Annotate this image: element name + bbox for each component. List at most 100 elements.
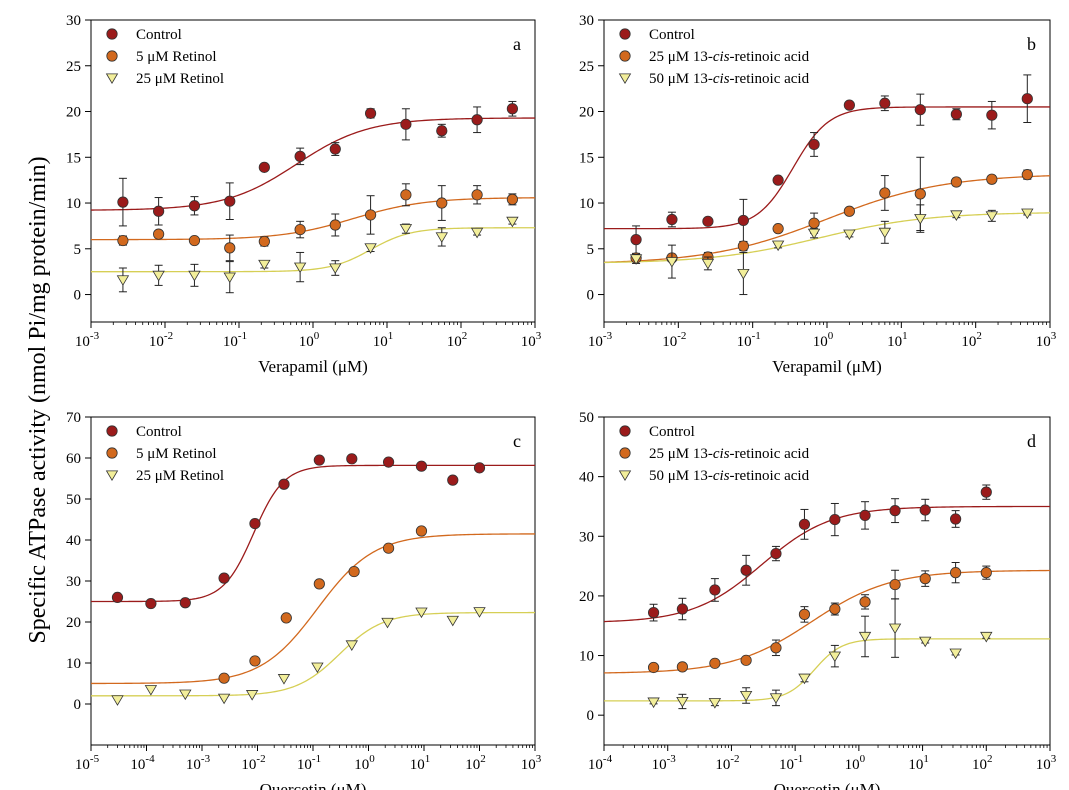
data-point bbox=[436, 125, 448, 137]
fit-curve bbox=[604, 106, 1050, 230]
data-point bbox=[224, 195, 236, 207]
data-point bbox=[400, 118, 412, 130]
fit-curve bbox=[603, 505, 1050, 623]
data-point bbox=[858, 631, 872, 643]
y-tick-label: 10 bbox=[66, 196, 81, 212]
data-point bbox=[629, 254, 643, 265]
fit-curve bbox=[90, 117, 535, 211]
data-point bbox=[647, 697, 660, 709]
y-tick-label: 20 bbox=[66, 615, 81, 631]
panel-label: b bbox=[1027, 34, 1036, 54]
x-tick-label: 10-2 bbox=[241, 753, 265, 773]
data-point bbox=[435, 232, 448, 243]
x-axis-label: Quercetin (μM) bbox=[260, 780, 367, 790]
y-tick-label: 10 bbox=[579, 196, 594, 212]
x-tick-label: 102 bbox=[961, 330, 982, 350]
legend-label: Control bbox=[649, 27, 695, 43]
data-point bbox=[888, 623, 902, 635]
legend-marker bbox=[106, 447, 118, 459]
data-point bbox=[364, 107, 377, 119]
panel-label: d bbox=[1027, 431, 1036, 451]
x-tick-label: 10-1 bbox=[223, 330, 247, 350]
x-tick-label: 10-1 bbox=[297, 753, 321, 773]
chart-panel-c: 0 10 20 30 40 50 60 70 10-5 10-4 10-3 10-2 10-1 100 10… bbox=[66, 410, 542, 790]
data-point bbox=[676, 696, 689, 708]
data-point bbox=[772, 223, 784, 235]
data-point bbox=[415, 525, 428, 537]
data-point bbox=[798, 673, 811, 685]
chart-panel-d: 0 10 20 30 40 50 10-4 10-3 10-2 10-1 100 101 102 103 Q… bbox=[579, 410, 1057, 790]
data-point bbox=[399, 224, 413, 235]
chart-panel-a: 0 5 10 15 20 25 30 10-3 10-2 10-1 100 101 102 103 Vera… bbox=[66, 13, 542, 376]
data-point bbox=[294, 150, 306, 162]
x-tick-label: 10-4 bbox=[588, 753, 613, 773]
data-point bbox=[709, 657, 721, 669]
legend-label: 25 μM Retinol bbox=[136, 71, 224, 87]
y-tick-label: 10 bbox=[66, 656, 81, 672]
y-tick-label: 10 bbox=[579, 649, 594, 665]
legend-label: Control bbox=[649, 424, 695, 440]
data-point bbox=[859, 596, 871, 608]
fit-curve bbox=[603, 212, 1051, 264]
data-point bbox=[676, 603, 688, 615]
data-point bbox=[348, 565, 360, 578]
x-tick-label: 10-4 bbox=[130, 753, 155, 773]
data-point bbox=[117, 196, 129, 208]
data-point bbox=[153, 205, 165, 217]
data-point bbox=[889, 578, 901, 591]
legend-marker bbox=[105, 73, 119, 85]
data-point bbox=[218, 672, 230, 684]
data-point bbox=[345, 640, 358, 651]
data-point bbox=[665, 257, 679, 268]
data-point bbox=[829, 513, 841, 526]
legend-marker bbox=[619, 447, 631, 459]
data-point bbox=[224, 242, 236, 254]
y-tick-label: 0 bbox=[587, 288, 595, 304]
x-tick-label: 100 bbox=[845, 753, 866, 773]
data-point bbox=[950, 210, 963, 221]
x-tick-label: 10-2 bbox=[715, 753, 739, 773]
data-point bbox=[313, 578, 325, 590]
data-point bbox=[446, 615, 459, 627]
data-point bbox=[364, 209, 377, 221]
data-point bbox=[701, 258, 715, 270]
data-point bbox=[311, 662, 324, 674]
data-point bbox=[245, 690, 259, 701]
x-tick-label: 103 bbox=[1036, 753, 1057, 773]
y-tick-label: 15 bbox=[66, 150, 81, 166]
data-point bbox=[828, 651, 842, 663]
x-axis-label: Quercetin (μM) bbox=[774, 780, 881, 790]
data-point bbox=[950, 513, 962, 525]
fit-curve bbox=[603, 175, 1051, 264]
x-tick-label: 100 bbox=[299, 330, 320, 350]
y-tick-label: 50 bbox=[66, 492, 81, 508]
x-tick-label: 10-3 bbox=[588, 330, 613, 350]
data-point bbox=[878, 227, 892, 239]
y-tick-label: 25 bbox=[579, 59, 594, 75]
data-point bbox=[506, 103, 519, 115]
data-point bbox=[116, 275, 130, 286]
data-point bbox=[346, 453, 358, 465]
legend-label: 50 μM 13-cis-retinoic acid bbox=[649, 468, 810, 484]
data-point bbox=[382, 456, 395, 468]
legend-label: Control bbox=[136, 424, 182, 440]
data-point bbox=[294, 223, 306, 236]
data-point bbox=[914, 188, 926, 200]
x-tick-label: 100 bbox=[354, 753, 375, 773]
legend-marker bbox=[106, 425, 118, 437]
data-point bbox=[919, 573, 931, 585]
y-tick-label: 50 bbox=[579, 410, 594, 426]
data-point bbox=[179, 597, 191, 609]
data-point bbox=[470, 227, 484, 239]
x-tick-label: 100 bbox=[813, 330, 834, 350]
data-point bbox=[223, 272, 236, 284]
data-point bbox=[436, 197, 448, 209]
data-point bbox=[798, 518, 811, 530]
fit-curve bbox=[91, 227, 535, 273]
x-tick-label: 10-2 bbox=[149, 330, 173, 350]
panel-label: c bbox=[513, 431, 521, 451]
fit-curve bbox=[604, 638, 1050, 702]
data-point bbox=[843, 205, 855, 217]
legend-label: 25 μM Retinol bbox=[136, 468, 224, 484]
